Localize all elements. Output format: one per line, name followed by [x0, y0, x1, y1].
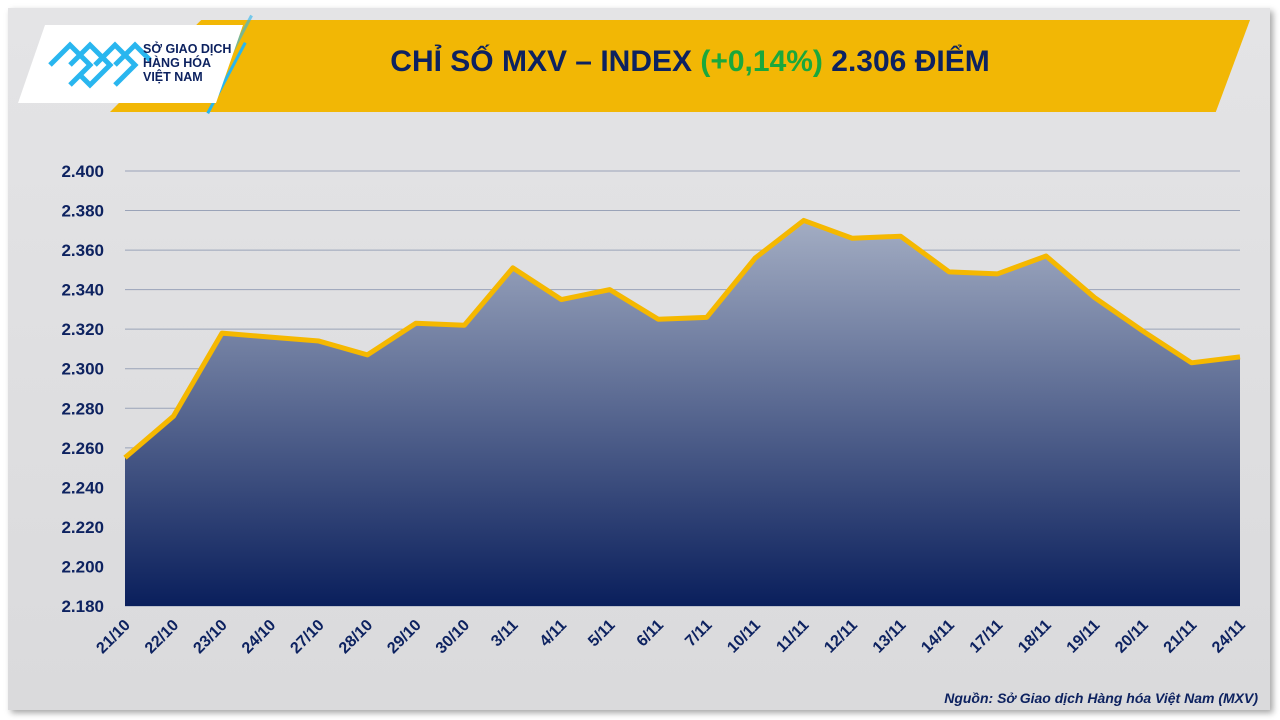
y-tick-label: 2.240 — [61, 478, 104, 497]
x-tick-label: 24/10 — [239, 617, 279, 657]
x-tick-label: 28/10 — [336, 617, 376, 657]
logo-line: HÀNG HÓA — [143, 56, 212, 70]
x-tick-label: 6/11 — [634, 617, 667, 650]
y-tick-label: 2.200 — [61, 557, 104, 576]
logo-line: VIỆT NAM — [143, 70, 203, 84]
x-tick-label: 17/11 — [967, 617, 1007, 657]
y-tick-label: 2.220 — [61, 518, 104, 537]
x-tick-label: 23/10 — [190, 617, 230, 657]
y-tick-label: 2.280 — [61, 399, 104, 418]
x-tick-label: 5/11 — [585, 617, 618, 650]
x-tick-label: 27/10 — [287, 617, 327, 657]
x-tick-label: 29/10 — [384, 617, 424, 657]
x-tick-label: 12/11 — [821, 617, 861, 657]
x-tick-label: 24/11 — [1209, 617, 1249, 657]
x-tick-label: 30/10 — [433, 617, 473, 657]
area-fill — [125, 220, 1240, 606]
y-tick-label: 2.360 — [61, 241, 104, 260]
y-tick-label: 2.400 — [61, 162, 104, 181]
x-tick-label: 11/11 — [773, 617, 812, 656]
y-tick-label: 2.320 — [61, 320, 104, 339]
x-tick-label: 7/11 — [682, 617, 715, 650]
mxv-logo — [18, 25, 243, 103]
source-note: Nguồn: Sở Giao dịch Hàng hóa Việt Nam (M… — [944, 690, 1258, 706]
y-tick-label: 2.340 — [61, 281, 104, 300]
mxv-logo-mark-icon — [48, 41, 152, 89]
title-banner — [110, 20, 1250, 112]
y-tick-label: 2.260 — [61, 439, 104, 458]
title-prefix: CHỈ SỐ MXV – INDEX — [390, 45, 693, 78]
x-tick-label: 14/11 — [918, 617, 958, 657]
x-tick-label: 18/11 — [1015, 617, 1055, 657]
y-tick-label: 2.180 — [61, 597, 104, 616]
logo-text: SỞ GIAO DỊCH HÀNG HÓA VIỆT NAM — [143, 42, 231, 84]
x-tick-label: 21/11 — [1161, 617, 1201, 657]
series-line — [123, 217, 1241, 460]
x-tick-label: 3/11 — [488, 617, 521, 650]
y-tick-label: 2.380 — [61, 202, 104, 221]
page-title: CHỈ SỐ MXV – INDEX (+0,14%) 2.306 ĐIỂM — [230, 45, 1150, 79]
x-tick-label: 13/11 — [870, 617, 910, 657]
title-value: 2.306 ĐIỂM — [831, 45, 990, 78]
x-tick-label: 20/11 — [1112, 617, 1152, 657]
title-change: (+0,14%) — [700, 45, 823, 78]
x-tick-label: 22/10 — [142, 617, 182, 657]
y-tick-label: 2.300 — [61, 360, 104, 379]
x-tick-label: 21/10 — [93, 617, 133, 657]
x-tick-label: 4/11 — [537, 617, 570, 650]
logo-line: SỞ GIAO DỊCH — [143, 42, 232, 56]
x-tick-label: 19/11 — [1064, 617, 1104, 657]
x-tick-label: 10/11 — [724, 617, 764, 657]
